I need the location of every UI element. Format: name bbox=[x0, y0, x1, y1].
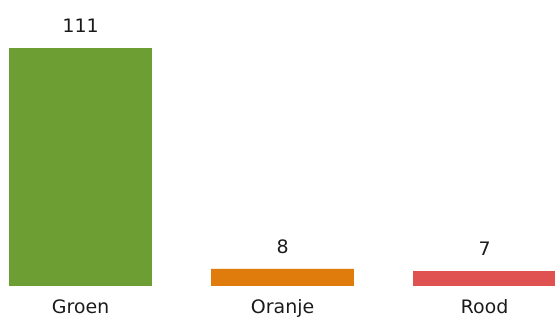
value-label-oranje: 8 bbox=[276, 236, 288, 258]
category-labels-group: Groen Oranje Rood bbox=[52, 296, 509, 318]
category-label-rood: Rood bbox=[461, 296, 509, 318]
category-label-groen: Groen bbox=[52, 296, 109, 318]
bars-group bbox=[9, 48, 555, 286]
value-labels-group: 111 8 7 bbox=[62, 15, 490, 260]
bar-rood bbox=[413, 270, 555, 286]
category-label-oranje: Oranje bbox=[251, 296, 314, 318]
value-label-rood: 7 bbox=[478, 238, 490, 260]
bar-groen bbox=[9, 48, 152, 286]
value-label-groen: 111 bbox=[62, 15, 98, 37]
bar-oranje bbox=[211, 268, 354, 286]
